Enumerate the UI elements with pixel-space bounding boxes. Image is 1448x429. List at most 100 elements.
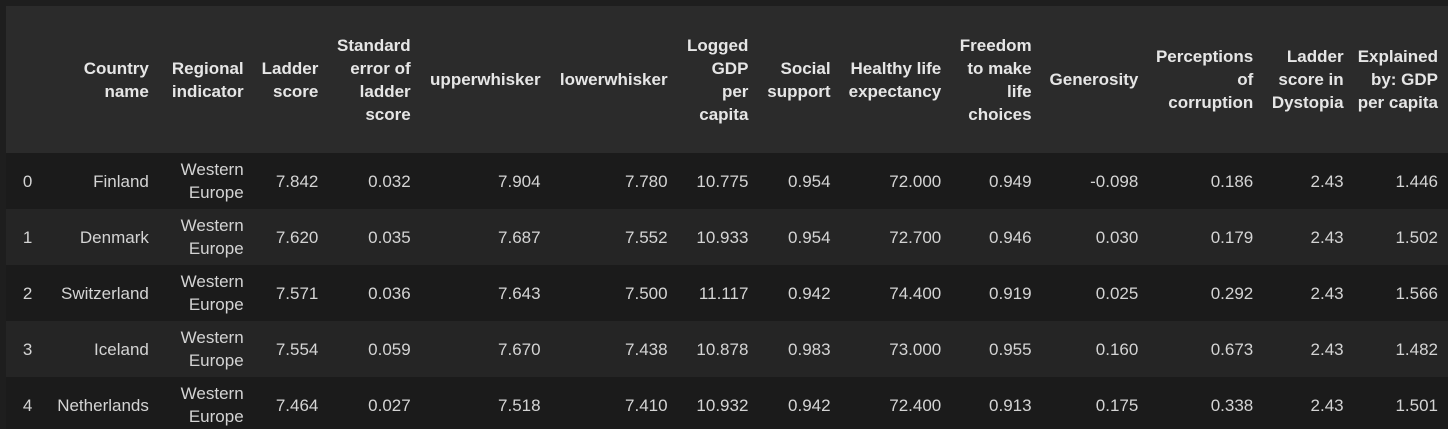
cell-value: 0.983 bbox=[788, 339, 831, 359]
table-cell: 7.780 bbox=[551, 153, 678, 209]
column-header-label: Explained by: GDP per capita bbox=[1357, 47, 1438, 112]
cell-value: 0.160 bbox=[1095, 339, 1139, 359]
cell-value: 2.43 bbox=[1310, 227, 1344, 247]
column-header: Regional indicator bbox=[159, 6, 254, 153]
column-header-label: Social support bbox=[767, 58, 831, 101]
cell-value: 2.43 bbox=[1310, 171, 1344, 191]
table-cell: 1.502 bbox=[1354, 209, 1448, 265]
cell-value: 1.482 bbox=[1395, 339, 1438, 359]
column-header-label: Logged GDP per capita bbox=[687, 35, 749, 124]
table-cell: Western Europe bbox=[159, 377, 254, 429]
table-cell: 7.571 bbox=[254, 265, 329, 321]
table-cell: 2.43 bbox=[1263, 265, 1353, 321]
table-cell: 0.949 bbox=[951, 153, 1041, 209]
table-cell: 10.775 bbox=[678, 153, 759, 209]
column-header-label: Ladder score bbox=[261, 58, 319, 101]
table-cell: 0.338 bbox=[1148, 377, 1263, 429]
table-cell: 0.954 bbox=[758, 209, 840, 265]
cell-value: 10.932 bbox=[696, 395, 749, 415]
cell-value: 0.059 bbox=[368, 339, 411, 359]
table-cell: 72.700 bbox=[841, 209, 952, 265]
cell-value: 7.842 bbox=[275, 171, 319, 191]
table-cell: Denmark bbox=[49, 209, 159, 265]
column-header-label: lowerwhisker bbox=[559, 70, 668, 89]
table-cell: 1.501 bbox=[1354, 377, 1448, 429]
column-header: Explained by: GDP per capita bbox=[1354, 6, 1448, 153]
cell-value: 0.955 bbox=[989, 339, 1032, 359]
cell-value: Netherlands bbox=[57, 395, 149, 415]
row-index-label: 1 bbox=[22, 227, 33, 247]
row-index: 4 bbox=[6, 377, 49, 429]
table-cell: 7.518 bbox=[421, 377, 551, 429]
column-header: Ladder score in Dystopia bbox=[1263, 6, 1353, 153]
row-index-label: 2 bbox=[22, 283, 33, 303]
cell-value: Western Europe bbox=[180, 328, 244, 370]
cell-value: 7.410 bbox=[625, 395, 668, 415]
column-header: Healthy life expectancy bbox=[841, 6, 952, 153]
cell-value: 73.000 bbox=[889, 339, 942, 359]
table-cell: 1.566 bbox=[1354, 265, 1448, 321]
cell-value: 0.942 bbox=[788, 283, 831, 303]
table-cell: Finland bbox=[49, 153, 159, 209]
cell-value: 0.673 bbox=[1210, 339, 1254, 359]
cell-value: Switzerland bbox=[61, 283, 149, 303]
cell-value: Denmark bbox=[79, 227, 149, 247]
table-cell: 0.942 bbox=[758, 377, 840, 429]
column-header-label: Freedom to make life choices bbox=[959, 35, 1032, 124]
cell-value: 0.036 bbox=[368, 283, 411, 303]
cell-value: Western Europe bbox=[180, 384, 244, 426]
cell-value: 10.933 bbox=[696, 227, 749, 247]
table-cell: 0.027 bbox=[328, 377, 420, 429]
table-row: 1 Denmark Western Europe 7.620 0.035 7.687 7.5… bbox=[6, 209, 1448, 265]
table-cell: 0.913 bbox=[951, 377, 1041, 429]
table-cell: 0.059 bbox=[328, 321, 420, 377]
table-cell: 0.942 bbox=[758, 265, 840, 321]
table-cell: 0.946 bbox=[951, 209, 1041, 265]
table-cell: 10.878 bbox=[678, 321, 759, 377]
cell-value: 1.446 bbox=[1395, 171, 1438, 191]
cell-value: 0.179 bbox=[1210, 227, 1254, 247]
cell-value: 11.117 bbox=[698, 283, 749, 303]
table-cell: 7.410 bbox=[551, 377, 678, 429]
table-cell: Western Europe bbox=[159, 153, 254, 209]
table-cell: 7.842 bbox=[254, 153, 329, 209]
column-header: Freedom to make life choices bbox=[951, 6, 1041, 153]
column-header-label: Generosity bbox=[1049, 70, 1139, 89]
column-header: lowerwhisker bbox=[551, 6, 678, 153]
column-header: Standard error of ladder score bbox=[328, 6, 420, 153]
table-row: 0 Finland Western Europe 7.842 0.032 7.904 7.7… bbox=[6, 153, 1448, 209]
table-cell: 0.036 bbox=[328, 265, 420, 321]
cell-value: 7.464 bbox=[275, 395, 319, 415]
table-cell: 7.643 bbox=[421, 265, 551, 321]
dataframe-table: Country name Regional indicator Ladder sco… bbox=[6, 6, 1448, 429]
cell-value: 0.913 bbox=[989, 395, 1032, 415]
table-cell: 0.919 bbox=[951, 265, 1041, 321]
cell-value: 7.571 bbox=[275, 283, 319, 303]
column-header-label: Regional indicator bbox=[171, 58, 244, 101]
cell-value: 1.502 bbox=[1395, 227, 1438, 247]
table-cell: 7.670 bbox=[421, 321, 551, 377]
cell-value: 7.687 bbox=[498, 227, 541, 247]
cell-value: 1.566 bbox=[1395, 283, 1438, 303]
table-cell: 2.43 bbox=[1263, 209, 1353, 265]
cell-value: 7.554 bbox=[275, 339, 319, 359]
cell-value: 7.438 bbox=[625, 339, 668, 359]
cell-value: 0.186 bbox=[1210, 171, 1254, 191]
cell-value: 7.643 bbox=[498, 283, 541, 303]
cell-value: 0.919 bbox=[989, 283, 1032, 303]
column-header: upperwhisker bbox=[421, 6, 551, 153]
column-header-label: Healthy life expectancy bbox=[848, 58, 942, 101]
column-header-label: Standard error of ladder score bbox=[337, 35, 411, 124]
column-header: Logged GDP per capita bbox=[678, 6, 759, 153]
cell-value: 10.878 bbox=[696, 339, 749, 359]
cell-value: 2.43 bbox=[1310, 395, 1344, 415]
cell-value: 0.035 bbox=[368, 227, 411, 247]
cell-value: Western Europe bbox=[180, 160, 244, 202]
table-cell: 7.552 bbox=[551, 209, 678, 265]
cell-value: 7.780 bbox=[625, 171, 668, 191]
cell-value: 0.032 bbox=[368, 171, 411, 191]
table-cell: Iceland bbox=[49, 321, 159, 377]
cell-value: 0.030 bbox=[1095, 227, 1139, 247]
cell-value: 0.946 bbox=[989, 227, 1032, 247]
table-cell: 72.000 bbox=[841, 153, 952, 209]
